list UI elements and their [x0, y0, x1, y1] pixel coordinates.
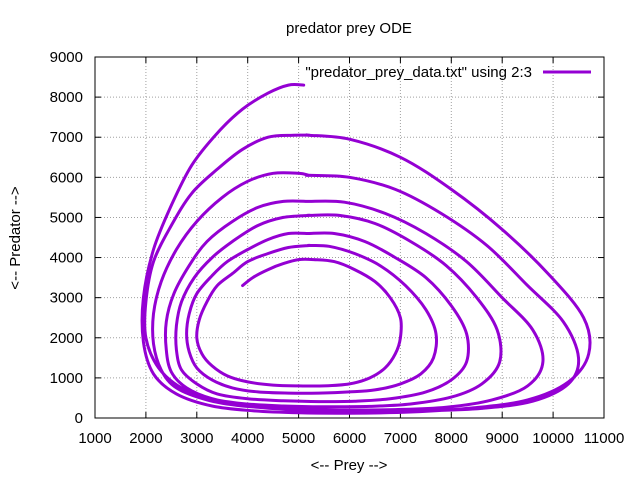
y-tick-label: 0	[75, 410, 83, 427]
y-tick-label: 5000	[50, 209, 83, 226]
series-line-predator-prey	[140, 82, 592, 415]
y-tick-label: 9000	[50, 49, 83, 66]
x-tick-label: 10000	[532, 430, 574, 447]
y-tick-label: 8000	[50, 89, 83, 106]
x-tick-label: 2000	[129, 430, 162, 447]
x-tick-label: 9000	[486, 430, 519, 447]
x-tick-label: 6000	[333, 430, 366, 447]
x-tick-label: 5000	[282, 430, 315, 447]
y-tick-label: 7000	[50, 129, 83, 146]
y-tick-label: 4000	[50, 250, 83, 267]
x-tick-label: 1000	[78, 430, 111, 447]
y-tick-label: 1000	[50, 370, 83, 387]
x-tick-label: 4000	[231, 430, 264, 447]
tick-labels: 1000 2000 3000 4000 5000 6000 7000 8000 9000 1000…	[50, 49, 625, 447]
x-tick-label: 8000	[435, 430, 468, 447]
x-tick-label: 11000	[584, 430, 625, 447]
y-tick-label: 6000	[50, 169, 83, 186]
legend-label: "predator_prey_data.txt" using 2:3	[305, 64, 532, 81]
x-tick-label: 7000	[384, 430, 417, 447]
y-tick-label: 2000	[50, 330, 83, 347]
x-axis-title: <-- Prey -->	[311, 457, 388, 474]
plot-frame	[94, 56, 605, 419]
chart-title: predator prey ODE	[286, 20, 412, 37]
series-curves	[140, 82, 592, 415]
y-tick-label: 3000	[50, 290, 83, 307]
x-tick-label: 3000	[180, 430, 213, 447]
legend: "predator_prey_data.txt" using 2:3	[305, 64, 591, 81]
y-axis-title: <-- Predator -->	[7, 186, 24, 290]
